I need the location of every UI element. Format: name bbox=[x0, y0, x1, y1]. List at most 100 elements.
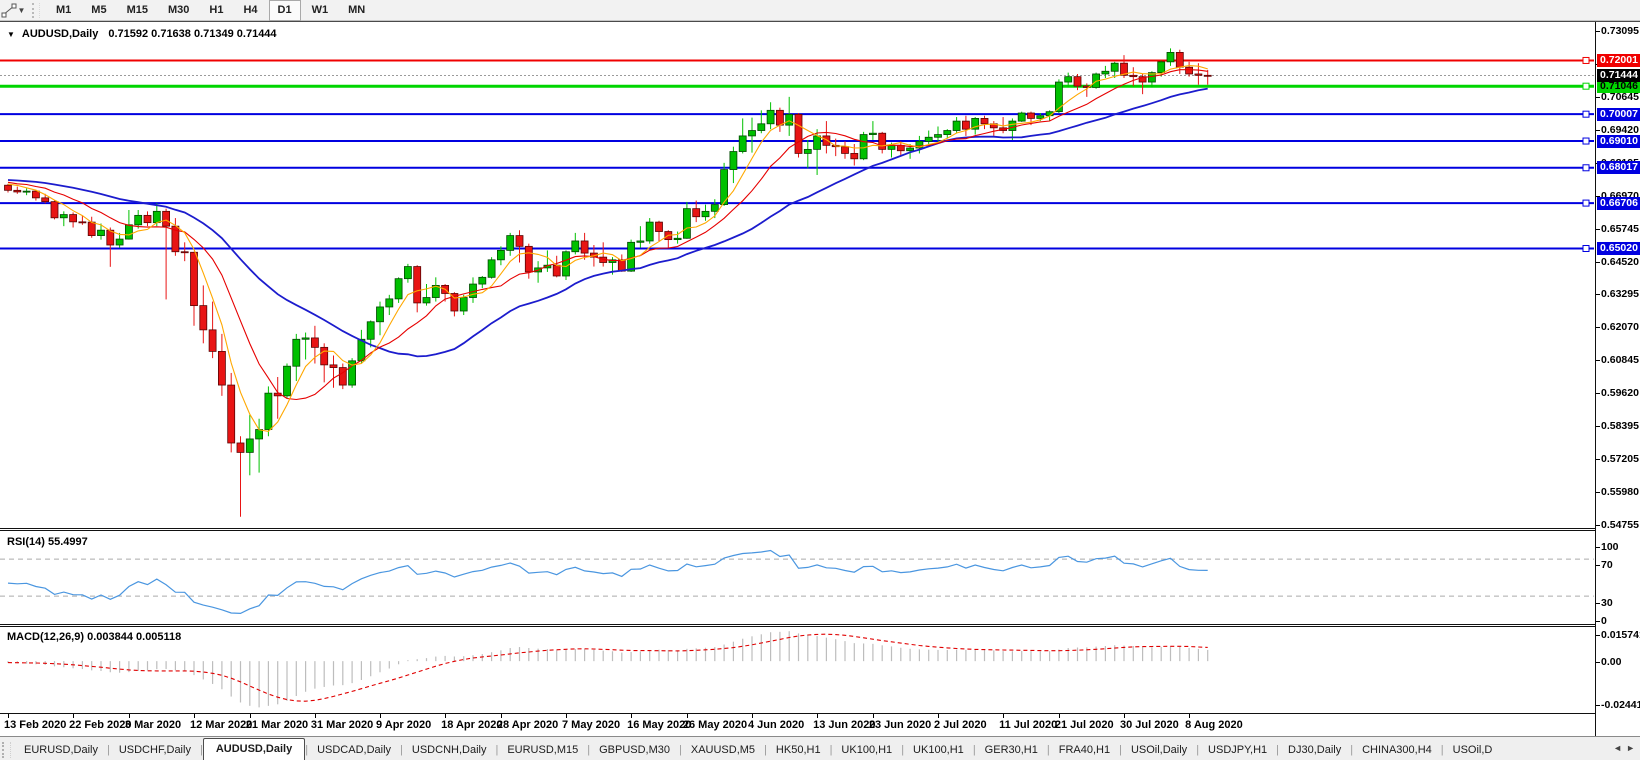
tab-fra40-h1[interactable]: FRA40,H1 bbox=[1058, 744, 1111, 756]
time-tick-mark bbox=[445, 714, 447, 718]
time-tick-mark bbox=[1058, 714, 1060, 718]
timeframe-button-m30[interactable]: M30 bbox=[167, 3, 190, 16]
timeframe-button-h1[interactable]: H1 bbox=[209, 3, 224, 16]
tab-usdjpy-h1[interactable]: USDJPY,H1 bbox=[1208, 744, 1268, 756]
time-tick-label: 30 Jul 2020 bbox=[1120, 719, 1179, 731]
timeframe-button-m1[interactable]: M1 bbox=[56, 3, 72, 16]
tab-separator: | bbox=[764, 744, 767, 756]
price-tick-mark bbox=[1596, 31, 1600, 32]
price-badge-0.66706: 0.66706 bbox=[1597, 196, 1640, 210]
tab-usoil-daily[interactable]: USOil,Daily bbox=[1130, 744, 1188, 756]
tab-separator: | bbox=[972, 744, 976, 756]
rsi-tick-mark bbox=[1596, 621, 1600, 622]
panel-divider-macd[interactable] bbox=[0, 624, 1640, 627]
macd-label: MACD(12,26,9) 0.003844 0.005118 bbox=[7, 631, 182, 643]
timeframe-button-w1[interactable]: W1 bbox=[311, 3, 329, 16]
macd-axis-label: 0.00 bbox=[1601, 656, 1622, 668]
rsi-axis-label: 100 bbox=[1601, 541, 1619, 553]
tab-uk100-h1[interactable]: UK100,H1 bbox=[841, 744, 893, 756]
time-tick-mark bbox=[1003, 714, 1005, 718]
tab-china300-h4[interactable]: CHINA300,H4 bbox=[1362, 744, 1432, 756]
price-badge-0.65020: 0.65020 bbox=[1597, 242, 1640, 255]
line-study-tool-icon[interactable]: ▼ bbox=[0, 1, 26, 20]
price-tick-label: 0.69420 bbox=[1601, 123, 1639, 136]
price-tick-mark bbox=[1596, 96, 1600, 98]
price-badge-0.72001: 0.72001 bbox=[1597, 53, 1640, 67]
tab-scroll-controls: ◄ ► bbox=[1608, 736, 1640, 760]
price-tick-label: 0.73095 bbox=[1601, 25, 1639, 37]
chart-tabs-bar: EURUSD,Daily | USDCHF,Daily | AUDUSD,Daily | U… bbox=[0, 736, 1640, 760]
chart-tabs: EURUSD,Daily | USDCHF,Daily | AUDUSD,Daily | U… bbox=[15, 738, 1501, 760]
tab-usoil-d[interactable]: USOil,D bbox=[1452, 744, 1493, 756]
timeframe-button-mn[interactable]: MN bbox=[348, 3, 366, 16]
tab-separator: | bbox=[829, 744, 833, 756]
timeframe-button-d1[interactable]: D1 bbox=[268, 0, 301, 21]
time-tick-label: 13 Jun 2020 bbox=[813, 719, 876, 731]
price-tick-mark bbox=[1596, 261, 1600, 263]
price-tick-label: 0.63295 bbox=[1601, 288, 1639, 301]
time-tick-mark bbox=[752, 714, 753, 718]
price-tick-mark bbox=[1596, 459, 1600, 461]
price-tick-label: 0.59620 bbox=[1601, 387, 1639, 400]
timeframe-button-m5[interactable]: M5 bbox=[91, 3, 107, 16]
tab-ger30-h1[interactable]: GER30,H1 bbox=[984, 744, 1038, 756]
price-tick-mark bbox=[1596, 129, 1600, 131]
price-tick-label: 0.60845 bbox=[1601, 354, 1639, 367]
timeframe-button-m15[interactable]: M15 bbox=[126, 3, 148, 16]
time-tick-mark bbox=[128, 714, 130, 718]
tabbar-grip[interactable] bbox=[2, 742, 11, 758]
price-tick-label: 0.65745 bbox=[1601, 222, 1639, 235]
price-tick-label: 0.57205 bbox=[1601, 453, 1639, 466]
toolbar-grip[interactable] bbox=[32, 2, 40, 18]
time-tick-mark bbox=[686, 714, 688, 718]
tab-scroll-left-icon[interactable]: ◄ bbox=[1613, 743, 1623, 753]
time-tick-label: 16 May 2020 bbox=[627, 719, 692, 731]
tab-scroll-right-icon[interactable]: ► bbox=[1626, 743, 1635, 753]
tab-uk100-h1[interactable]: UK100,H1 bbox=[913, 744, 964, 756]
price-tick-mark bbox=[1596, 228, 1600, 230]
chart-window: ▼ AUDUSD,Daily 0.71592 0.71638 0.71349 0… bbox=[0, 21, 1640, 738]
main-chart-canvas[interactable] bbox=[0, 22, 1594, 528]
panel-divider-rsi[interactable] bbox=[0, 528, 1640, 531]
time-tick-label: 7 May 2020 bbox=[562, 719, 621, 731]
tab-hk50-h1[interactable]: HK50,H1 bbox=[775, 744, 821, 756]
price-badge-0.71046: 0.71046 bbox=[1597, 79, 1640, 93]
chart-symbol-label: AUDUSD,Daily bbox=[21, 28, 99, 40]
tab-usdcad-daily[interactable]: USDCAD,Daily bbox=[317, 744, 392, 756]
tab-gbpusd-m30[interactable]: GBPUSD,M30 bbox=[599, 744, 671, 756]
timeframe-buttons: M1 M5 M15 M30 H1 H4 D1 W1 MN bbox=[46, 0, 375, 21]
tab-audusd-daily[interactable]: AUDUSD,Daily bbox=[202, 738, 306, 760]
rsi-panel-canvas[interactable] bbox=[0, 531, 1594, 624]
time-tick-label: 23 Jun 2020 bbox=[868, 719, 932, 731]
macd-tick-mark bbox=[1596, 662, 1600, 663]
price-tick-label: 0.64520 bbox=[1601, 255, 1639, 268]
price-badge-0.69010: 0.69010 bbox=[1597, 134, 1640, 148]
price-badge-0.68017: 0.68017 bbox=[1597, 161, 1640, 175]
macd-panel-canvas[interactable] bbox=[0, 627, 1594, 713]
tab-xauusd-m5[interactable]: XAUUSD,M5 bbox=[690, 744, 756, 756]
tab-separator: | bbox=[1196, 744, 1200, 756]
tab-usdchf-daily[interactable]: USDCHF,Daily bbox=[118, 744, 191, 756]
tab-eurusd-daily[interactable]: EURUSD,Daily bbox=[24, 744, 98, 756]
tab-separator: | bbox=[106, 744, 110, 756]
tab-eurusd-m15[interactable]: EURUSD,M15 bbox=[507, 744, 579, 756]
tab-separator: | bbox=[495, 744, 499, 756]
rsi-axis-label: 70 bbox=[1601, 559, 1613, 571]
symbol-dropdown-icon[interactable]: ▼ bbox=[7, 29, 15, 39]
time-tick-mark bbox=[380, 714, 381, 718]
rsi-axis-label: 0 bbox=[1601, 615, 1607, 627]
timeframe-button-h4[interactable]: H4 bbox=[243, 3, 258, 16]
time-tick-mark bbox=[73, 714, 75, 718]
tab-dj30-daily[interactable]: DJ30,Daily bbox=[1288, 744, 1342, 756]
price-axis[interactable]: 0.730950.718700.706450.694200.681950.669… bbox=[1595, 22, 1640, 737]
price-tick-label: 0.70645 bbox=[1601, 90, 1639, 103]
horizontal-lines[interactable] bbox=[0, 56, 1594, 253]
price-badge-0.70007: 0.70007 bbox=[1597, 107, 1640, 121]
time-axis[interactable]: 13 Feb 2020 22 Feb 2020 3 Mar 2020 12 Mar 2… bbox=[0, 713, 1595, 738]
time-tick-mark bbox=[938, 714, 939, 718]
price-tick-mark bbox=[1596, 360, 1600, 362]
tab-usdcnh-daily[interactable]: USDCNH,Daily bbox=[411, 744, 487, 756]
price-tick-mark bbox=[1596, 195, 1600, 197]
time-tick-label: 4 Jun 2020 bbox=[748, 719, 805, 731]
ma-medium-line bbox=[7, 69, 1208, 401]
